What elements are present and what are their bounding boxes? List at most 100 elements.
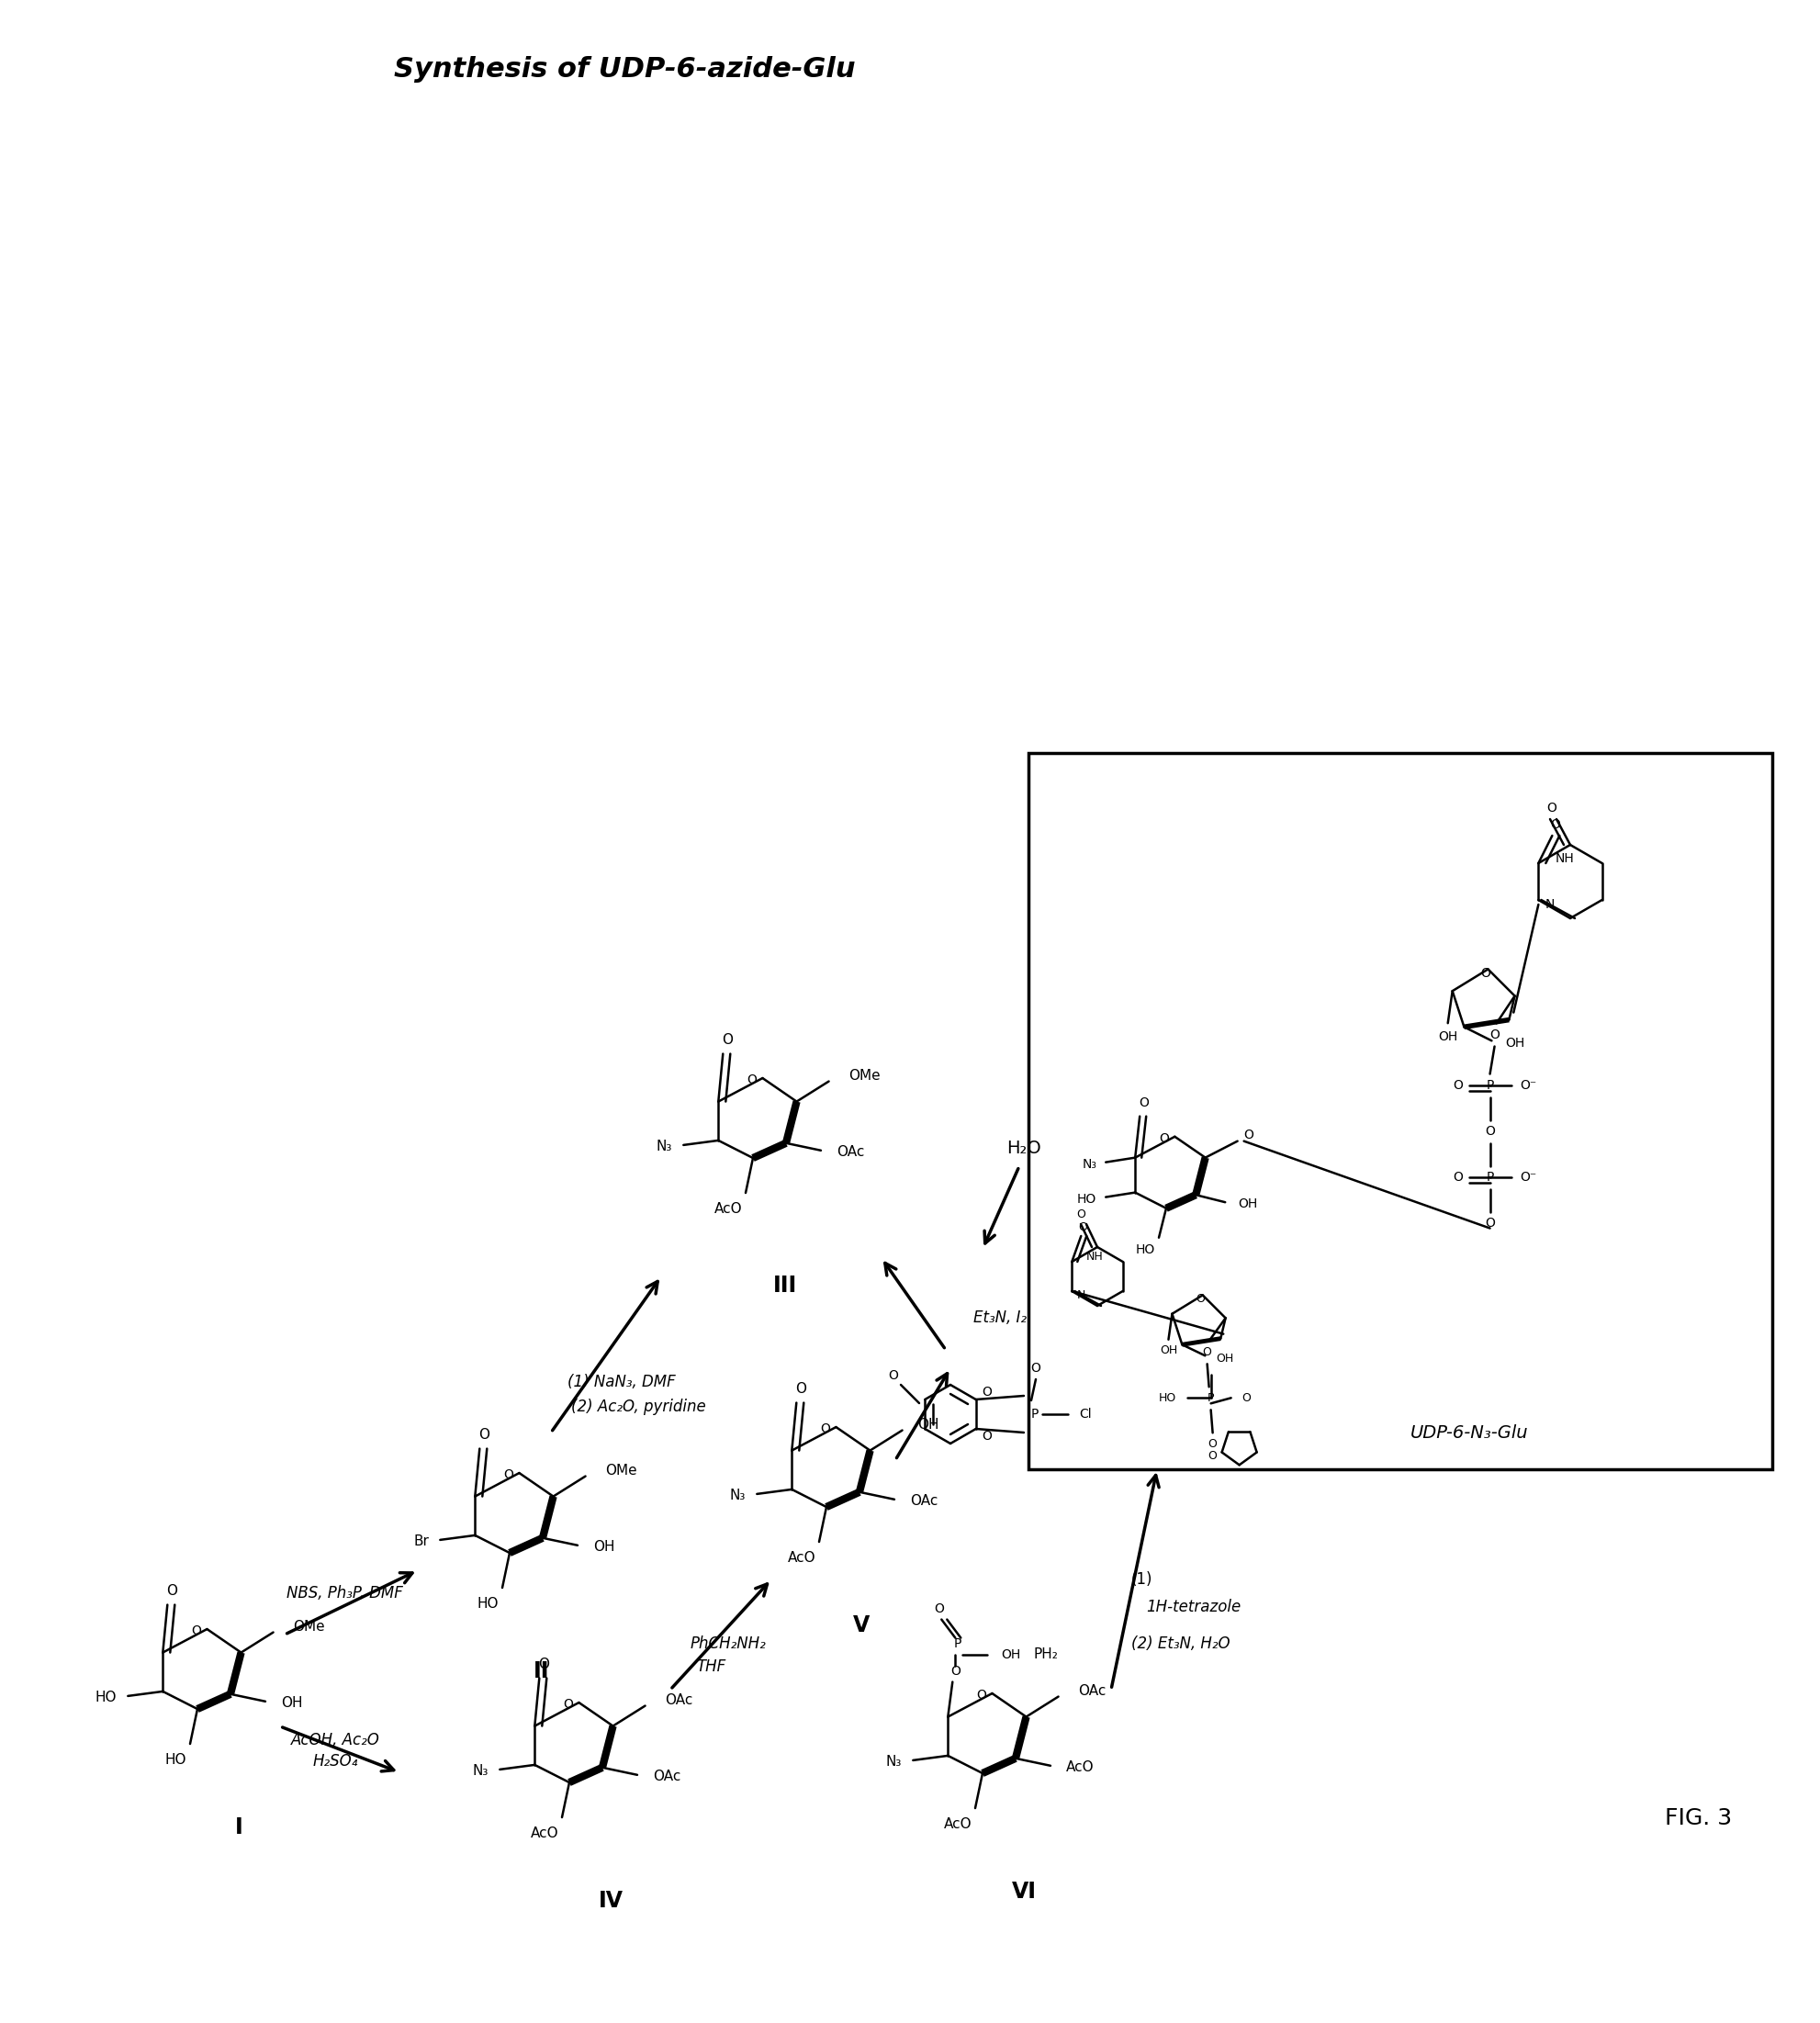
Text: (1): (1) [1130,1572,1152,1588]
Text: HO: HO [166,1752,186,1766]
Text: O: O [1077,1220,1087,1232]
Text: OMe: OMe [848,1068,881,1082]
Text: P: P [1207,1392,1214,1404]
Text: O: O [1241,1392,1250,1404]
Text: HO: HO [1136,1244,1154,1256]
Text: O: O [1243,1129,1254,1141]
Text: PH₂: PH₂ [1032,1647,1057,1661]
Text: O: O [1207,1438,1216,1450]
Text: N: N [1076,1291,1085,1301]
Text: O: O [479,1428,490,1442]
Text: HO: HO [95,1691,116,1705]
Text: AcO: AcO [530,1827,559,1839]
Text: O: O [1030,1361,1041,1376]
Text: O: O [981,1430,992,1442]
Text: N₃: N₃ [886,1756,901,1768]
Text: HO: HO [477,1596,499,1610]
Text: OAc: OAc [653,1770,681,1784]
Bar [1028,753,1771,1469]
Text: OH: OH [593,1540,615,1554]
Text: OAc: OAc [1077,1685,1107,1697]
Text: OH: OH [917,1418,939,1432]
Text: OH: OH [1159,1345,1178,1357]
Text: P: P [1485,1171,1492,1183]
Text: O: O [1076,1210,1085,1220]
Text: OH: OH [1238,1198,1258,1210]
Text: (1) NaN₃, DMF: (1) NaN₃, DMF [568,1374,675,1390]
Text: (2) Ac₂O, pyridine: (2) Ac₂O, pyridine [571,1398,706,1416]
Text: IV: IV [599,1889,622,1912]
Text: P: P [1485,1078,1492,1092]
Text: Cl: Cl [1079,1408,1090,1420]
Text: O: O [1480,967,1491,979]
Text: N₃: N₃ [473,1764,488,1778]
Text: O: O [819,1422,830,1436]
Text: O: O [502,1469,513,1481]
Text: N₃: N₃ [730,1489,746,1503]
Text: O: O [1158,1133,1168,1145]
Text: NBS, Ph₃P, DMF: NBS, Ph₃P, DMF [286,1584,402,1602]
Text: OH: OH [1001,1649,1021,1661]
Text: O: O [1207,1450,1216,1463]
Text: O: O [981,1386,992,1398]
Text: Synthesis of UDP-6-azide-Glu: Synthesis of UDP-6-azide-Glu [393,55,855,83]
Text: OH: OH [1438,1030,1456,1044]
Text: P: P [954,1637,961,1651]
Text: O: O [976,1689,986,1701]
Text: H₂SO₄: H₂SO₄ [313,1754,359,1770]
Text: O: O [795,1382,806,1396]
Text: VI: VI [1010,1881,1036,1904]
Text: II: II [533,1661,550,1683]
Text: OAc: OAc [910,1495,937,1507]
Text: N: N [1543,898,1554,910]
Text: AcOH, Ac₂O: AcOH, Ac₂O [291,1732,379,1748]
Text: O: O [1549,817,1560,831]
Text: O⁻: O⁻ [1520,1171,1536,1183]
Text: O: O [166,1584,177,1598]
Text: P: P [1030,1408,1037,1420]
Text: O: O [1483,1216,1494,1230]
Text: OH: OH [1505,1038,1523,1050]
Text: H₂O: H₂O [1006,1139,1041,1157]
Text: O: O [1452,1078,1461,1092]
Text: FIG. 3: FIG. 3 [1663,1807,1731,1829]
Text: OAc: OAc [664,1693,693,1707]
Text: O: O [1201,1345,1210,1357]
Text: O: O [1138,1096,1148,1109]
Text: O: O [1452,1171,1461,1183]
Text: NH: NH [1554,852,1572,866]
Text: O: O [746,1074,755,1086]
Text: HO: HO [1158,1392,1176,1404]
Text: Et₃N, I₂: Et₃N, I₂ [974,1309,1026,1325]
Text: N₃: N₃ [657,1141,672,1153]
Text: OH: OH [1216,1353,1234,1364]
Text: AcO: AcO [1065,1760,1094,1774]
Text: III: III [774,1274,797,1297]
Text: 1H-tetrazole: 1H-tetrazole [1145,1598,1239,1614]
Text: AcO: AcO [943,1817,972,1831]
Text: AcO: AcO [786,1550,815,1564]
Text: (2) Et₃N, H₂O: (2) Et₃N, H₂O [1130,1635,1230,1653]
Text: I: I [235,1817,242,1839]
Text: O: O [934,1602,943,1614]
Text: O: O [539,1657,550,1671]
Text: OH: OH [280,1697,302,1709]
Text: O: O [1547,801,1556,815]
Text: O: O [888,1370,897,1382]
Text: O: O [950,1665,959,1677]
Text: UDP-6-N₃-Glu: UDP-6-N₃-Glu [1409,1424,1527,1440]
Text: N₃: N₃ [1081,1157,1096,1171]
Text: O: O [562,1697,573,1711]
Text: AcO: AcO [713,1202,741,1216]
Text: OAc: OAc [835,1145,864,1159]
Text: O: O [1489,1028,1500,1042]
Text: O: O [1483,1125,1494,1137]
Text: NH: NH [1085,1250,1103,1262]
Text: O: O [191,1624,200,1637]
Text: V: V [852,1614,870,1637]
Text: Br: Br [413,1535,430,1550]
Text: O⁻: O⁻ [1520,1078,1536,1092]
Text: OMe: OMe [606,1465,637,1477]
Text: HO: HO [1077,1192,1096,1206]
Text: O: O [723,1034,733,1048]
